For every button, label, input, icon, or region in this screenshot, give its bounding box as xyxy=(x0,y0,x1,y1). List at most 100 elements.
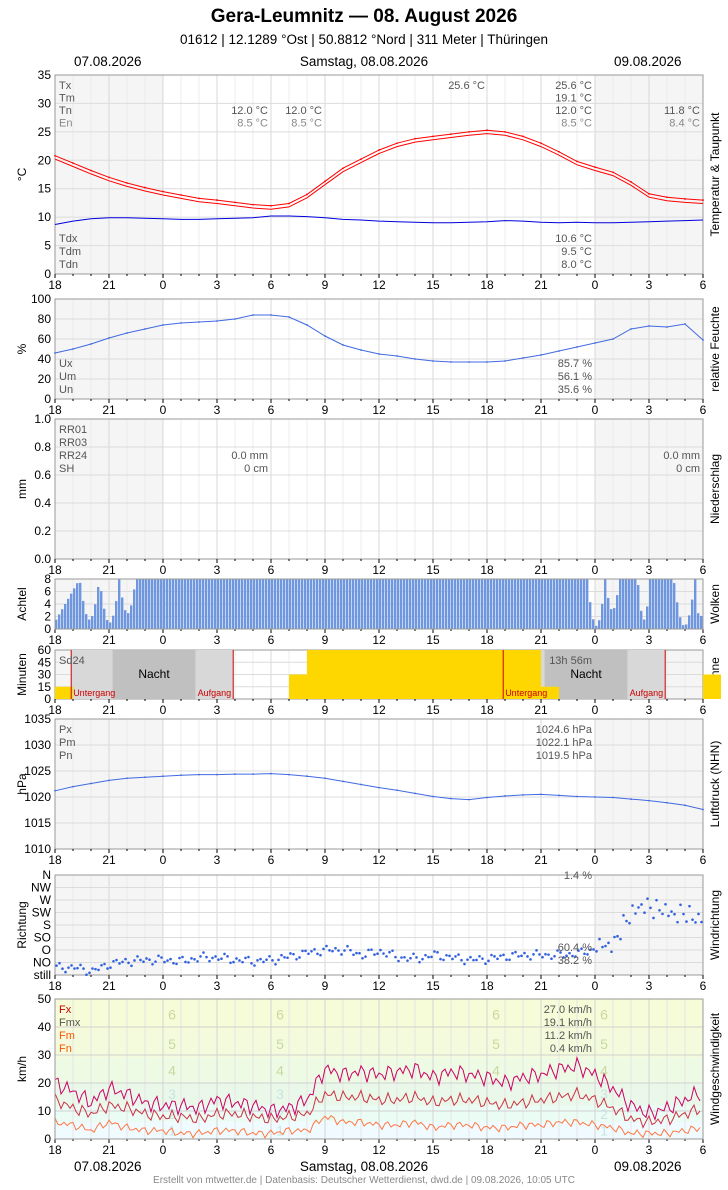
wind-direction-point xyxy=(97,968,100,972)
cloud-bar xyxy=(280,579,283,629)
humidity-point xyxy=(630,328,632,330)
cloud-bar xyxy=(595,625,598,629)
cloud-bar xyxy=(496,579,499,629)
cloud-bar xyxy=(592,619,595,629)
temperature-xtick-label: 6 xyxy=(268,278,275,292)
wind-direction-point xyxy=(469,955,472,959)
pressure-point xyxy=(594,796,596,798)
wind-direction-point xyxy=(436,951,439,954)
wind-direction-point xyxy=(571,954,574,958)
pressure-xtick-label: 12 xyxy=(372,853,386,867)
cloud-bar xyxy=(205,579,208,629)
wind-series-Fmx xyxy=(54,1086,701,1129)
cloud-bar xyxy=(484,579,487,629)
wind-direction-point xyxy=(289,952,292,955)
wind-direction-point xyxy=(583,952,586,956)
wind-direction-point xyxy=(337,949,340,952)
sun-xtick-label: 12 xyxy=(372,703,386,717)
temperature-xtick-label: 9 xyxy=(322,278,329,292)
humidity-point xyxy=(702,339,704,341)
temperature-point xyxy=(486,129,488,132)
cloud-bar xyxy=(415,579,418,629)
pressure-point xyxy=(648,799,650,802)
dewpoint-label-Tdn: Tdn xyxy=(59,259,78,271)
cloud-bar xyxy=(625,579,628,629)
pressure-xtick-label: 3 xyxy=(646,853,653,867)
pressure-point xyxy=(360,783,362,786)
cloud-bar xyxy=(379,579,382,629)
wind-direction-pct-bottom: 38.2 % xyxy=(558,955,592,967)
wind_speed-xtick-label: 6 xyxy=(268,1143,275,1157)
cloud-bar xyxy=(442,579,445,629)
wind-direction-point xyxy=(307,952,310,956)
pressure-label-Pm: Pm xyxy=(59,737,76,749)
cloud-bar xyxy=(244,579,247,629)
cloud-bar xyxy=(628,579,631,629)
wind-direction-point xyxy=(553,954,556,958)
wind-direction-point xyxy=(292,952,295,956)
wind-direction-point xyxy=(682,912,685,916)
wind-direction-point xyxy=(505,958,508,962)
cloud-bar xyxy=(298,579,301,629)
sunshine-bar xyxy=(504,650,524,699)
precipitation-xtick-label: 18 xyxy=(48,563,62,577)
wind-direction-point xyxy=(286,956,289,960)
cloud-bar xyxy=(82,600,85,629)
temperature-point xyxy=(378,149,380,151)
cloud-bar xyxy=(322,579,325,629)
sunshine-bar xyxy=(324,650,344,699)
wind_direction-side-label: Windrichtung xyxy=(708,890,722,960)
cloud-bar xyxy=(106,619,109,629)
wind-direction-point xyxy=(700,920,703,924)
sun-ytick-label: 15 xyxy=(38,680,52,694)
temperature-point xyxy=(216,199,218,201)
cloud-bar xyxy=(376,579,379,629)
beaufort-label-6: 6 xyxy=(492,1006,500,1022)
wind-direction-point xyxy=(256,959,259,962)
temperature-point xyxy=(594,166,596,169)
temperature-point xyxy=(450,133,452,136)
pressure-point xyxy=(198,773,200,776)
precip-label-RR01: RR01 xyxy=(59,424,87,436)
cloud-bar xyxy=(334,579,337,629)
clouds-xtick-label: 21 xyxy=(102,633,116,647)
humidity-label-Un: Un xyxy=(59,384,73,396)
cloud-bar xyxy=(268,579,271,629)
humidity-ytick-label: 80 xyxy=(38,312,52,326)
pressure-ytick-label: 1030 xyxy=(24,738,51,752)
wind-direction-point xyxy=(562,956,565,959)
cloud-bar xyxy=(505,579,508,629)
page-title: Gera-Leumnitz — 08. August 2026 xyxy=(210,6,518,27)
wind_direction-ytick-label: W xyxy=(40,893,52,907)
wind-direction-point xyxy=(658,909,661,912)
wind-direction-point xyxy=(295,957,298,961)
cloud-bar xyxy=(328,579,331,629)
wind-direction-point xyxy=(373,953,376,956)
humidity-point xyxy=(450,361,452,363)
cloud-bar xyxy=(202,579,205,629)
temperature-point xyxy=(288,202,290,205)
cloud-bar xyxy=(646,606,649,629)
cloud-bar xyxy=(679,617,682,629)
cloud-bar xyxy=(193,579,196,629)
wind-direction-point xyxy=(640,903,643,906)
wind-direction-point xyxy=(349,948,352,952)
cloud-bar xyxy=(412,579,415,629)
wind-series-Fx xyxy=(54,1055,701,1122)
sun-xtick-label: 3 xyxy=(646,703,653,717)
sunshine-bar xyxy=(702,674,722,699)
wind-direction-point xyxy=(136,955,139,958)
beaufort-label-3: 3 xyxy=(600,1086,608,1102)
temperature-point xyxy=(324,180,326,183)
wind-direction-point xyxy=(355,951,358,955)
pressure-panel xyxy=(54,718,704,853)
humidity-point xyxy=(666,326,668,328)
wind-direction-point xyxy=(334,946,337,950)
humidity-point xyxy=(342,344,344,346)
cloud-bar xyxy=(208,579,211,629)
temperature-ytick-label: 10 xyxy=(38,210,52,224)
cloud-bar xyxy=(307,579,310,629)
wind-direction-point xyxy=(343,949,346,952)
cloud-bar xyxy=(649,579,652,629)
wind_speed-xtick-label: 21 xyxy=(102,1143,116,1157)
